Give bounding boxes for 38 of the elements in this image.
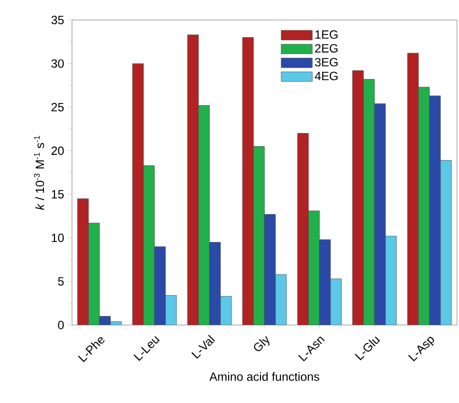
- bar: [78, 198, 88, 325]
- bar: [374, 103, 386, 325]
- bar: [319, 239, 331, 325]
- y-tick-label: 30: [51, 59, 64, 68]
- bar: [198, 105, 210, 325]
- y-tick-label: 10: [52, 234, 64, 242]
- bar: [209, 242, 221, 325]
- bar: [132, 63, 144, 325]
- legend-label: 1EG: [315, 30, 338, 39]
- legend-label: 2EG: [315, 44, 338, 53]
- y-tick-label: 5: [58, 277, 64, 286]
- bar: [143, 165, 155, 325]
- bar: [418, 86, 430, 325]
- bar: [253, 146, 265, 325]
- y-axis-title: k / 10$^{-3}$ M$^{-1}$ s$^{-1}$: [34, 136, 44, 210]
- bar: [308, 210, 320, 325]
- legend-label: 4EG: [314, 72, 338, 80]
- bar: [429, 96, 441, 325]
- bar: [363, 79, 375, 325]
- bar: [264, 214, 276, 325]
- bar: [440, 160, 452, 325]
- bar: [88, 223, 100, 325]
- bar: [297, 133, 309, 325]
- y-tick-label: 20: [52, 146, 64, 155]
- bar: [385, 236, 397, 325]
- bar: [187, 34, 199, 325]
- y-tick-label: 35: [51, 16, 64, 24]
- y-tick-label: 15: [52, 190, 64, 198]
- bar: [407, 52, 419, 325]
- x-tick-label: Gly: [254, 336, 270, 352]
- x-axis-title: Amino acid functions: [209, 372, 320, 381]
- bar: [352, 70, 364, 325]
- bar: [242, 37, 254, 325]
- legend-label: 3EG: [314, 58, 338, 66]
- bar: [154, 246, 166, 325]
- bar: [330, 278, 342, 325]
- y-tick-label: 25: [52, 102, 64, 112]
- y-tick-label: 0: [58, 320, 64, 330]
